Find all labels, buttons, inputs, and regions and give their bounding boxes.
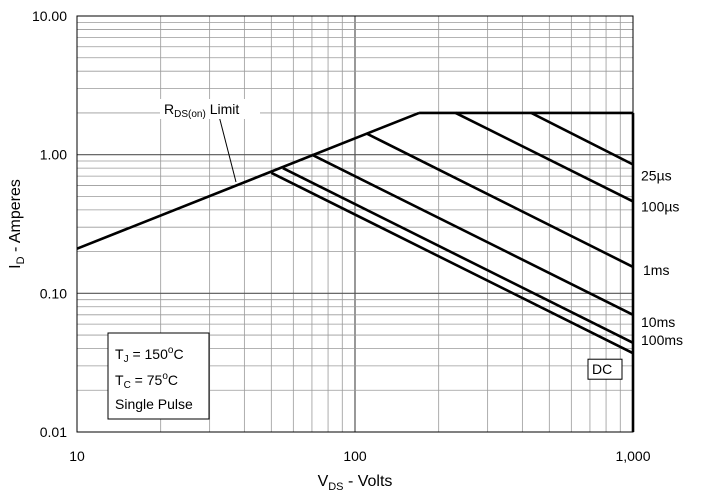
y-axis-title-sub: D: [15, 256, 27, 264]
condition-tj: TJ = 150oC: [115, 345, 184, 365]
condition-tj-main: T: [115, 346, 124, 362]
series-line-dc: [270, 171, 634, 355]
series-label-100ms: 100ms: [641, 332, 683, 348]
rds-limit-label-bg: [160, 99, 260, 119]
tick-labels: 10 100 1,000 0.01 0.10 1.00 10.00: [32, 8, 651, 464]
series-label-1ms: 1ms: [643, 262, 669, 278]
condition-pulse: Single Pulse: [115, 396, 193, 412]
curves: 25µs 100µs 1ms 10ms 100ms DC: [76, 111, 683, 432]
y-axis-title: ID - Amperes: [7, 179, 27, 269]
series-label-25us: 25µs: [641, 167, 672, 183]
y-axis-title-main: I: [7, 264, 24, 268]
condition-tj-unit: C: [173, 346, 183, 362]
series-line-25us: [530, 111, 634, 166]
y-tick-label: 0.01: [40, 424, 67, 440]
rds-limit-label-sub: DS(on): [174, 109, 206, 120]
rds-limit-label-rest: Limit: [206, 101, 240, 117]
rds-limit-label: RDS(on) Limit: [164, 101, 239, 120]
x-tick-label: 1,000: [615, 448, 650, 464]
series-label-box-dc: [587, 358, 623, 380]
series-line-100us: [455, 111, 634, 203]
x-axis-title-main: V: [318, 473, 329, 490]
condition-tc-sub: C: [124, 380, 131, 391]
x-axis-title-sub: DS: [328, 481, 343, 493]
rds-limit-label-main: R: [164, 101, 174, 117]
condition-tj-sub: J: [124, 354, 129, 365]
x-tick-label: 100: [343, 448, 367, 464]
condition-tc: TC = 75oC: [115, 371, 178, 391]
y-axis-title-rest: - Amperes: [7, 179, 24, 256]
condition-tc-main: T: [115, 372, 124, 388]
conditions-box: [107, 332, 210, 420]
rds-limit-leader: [217, 111, 237, 183]
rds-limit-line: [76, 111, 420, 250]
x-axis-title-rest: - Volts: [344, 473, 393, 490]
y-tick-label: 1.00: [40, 147, 67, 163]
x-axis-title: VDS - Volts: [318, 473, 393, 493]
series-label-10ms: 10ms: [641, 314, 675, 330]
condition-tc-rest: = 75: [131, 372, 163, 388]
series-line-1ms: [365, 132, 634, 269]
series-label-dc: DC: [592, 361, 612, 377]
condition-tc-unit: C: [168, 372, 178, 388]
series-line-100ms: [282, 166, 634, 344]
condition-tj-sup: o: [168, 345, 174, 356]
y-tick-label: 10.00: [32, 8, 67, 24]
y-tick-label: 0.10: [40, 285, 67, 301]
x-tick-label: 10: [69, 448, 85, 464]
condition-tc-sup: o: [162, 371, 168, 382]
series-line-10ms: [311, 153, 634, 316]
series-label-100us: 100µs: [641, 198, 679, 214]
condition-tj-rest: = 150: [129, 346, 169, 362]
